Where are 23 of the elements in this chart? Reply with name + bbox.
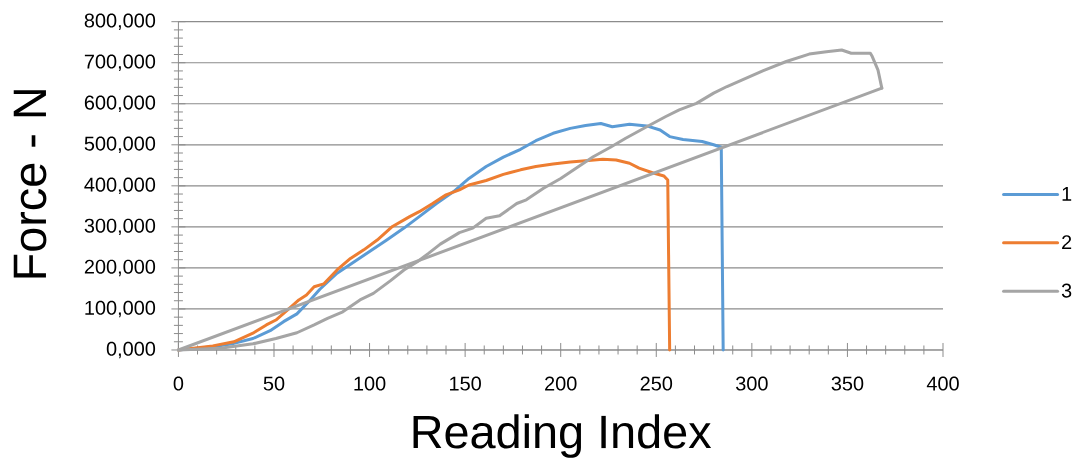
- y-tick-label: 400,000: [84, 177, 156, 195]
- y-tick-label: 800,000: [84, 13, 156, 30]
- y-axis-title: Force - N: [13, 90, 47, 278]
- x-tick-label: 300: [736, 376, 768, 391]
- y-tick-label: 200,000: [84, 259, 156, 277]
- y-tick-label: 300,000: [84, 218, 156, 236]
- legend-label: 1: [1062, 186, 1072, 201]
- y-tick-label: 100,000: [85, 300, 156, 318]
- x-tick-label: 50: [263, 376, 285, 391]
- legend-label: 2: [1062, 235, 1072, 250]
- x-tick-label: 150: [450, 376, 481, 391]
- x-tick-label: 100: [354, 376, 386, 391]
- y-tick-label: 500,000: [84, 136, 156, 154]
- y-tick-label: 0,000: [106, 341, 156, 359]
- x-tick-label: 250: [640, 376, 673, 391]
- x-tick-label: 400: [926, 376, 959, 391]
- legend-label: 3: [1061, 283, 1072, 298]
- x-axis-title: Reading Index: [413, 414, 712, 458]
- x-tick-label: 200: [545, 376, 577, 391]
- y-tick-label: 600,000: [84, 95, 156, 112]
- x-tick-label: 0: [173, 376, 184, 391]
- y-tick-label: 700,000: [84, 54, 156, 71]
- x-tick-label: 350: [831, 376, 864, 391]
